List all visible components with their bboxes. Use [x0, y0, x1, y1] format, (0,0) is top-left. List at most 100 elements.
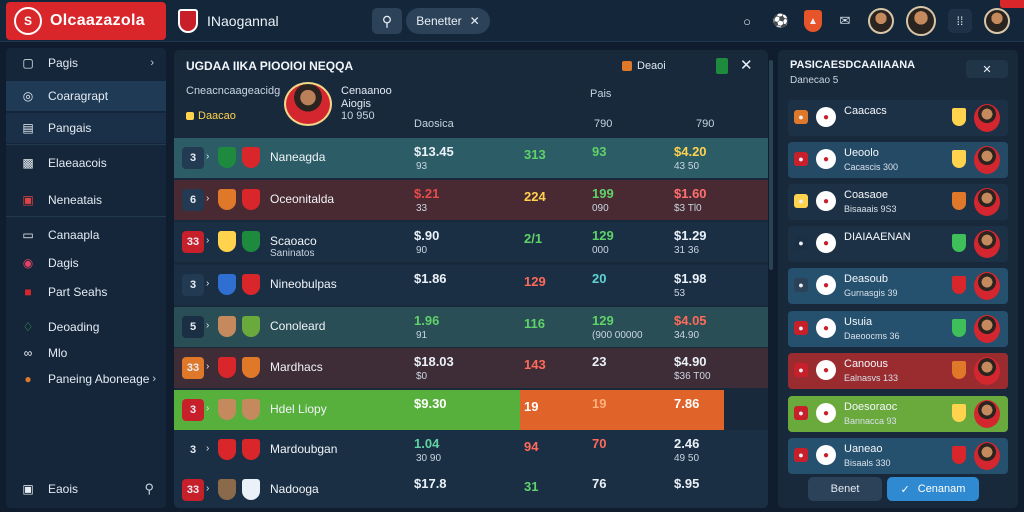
sidebar-footer[interactable]: ▣ Eaois ⚲: [6, 474, 166, 504]
fixture-card[interactable]: ● ● DIAIAAENAN: [788, 226, 1008, 262]
team-shield-icon: [242, 189, 260, 210]
cancel-button-label: Benet: [830, 483, 860, 495]
monitor-icon: ▭: [22, 228, 34, 242]
rank-badge: 3: [182, 439, 204, 461]
flag-icon[interactable]: [716, 58, 728, 74]
club-logo-icon: ●: [816, 275, 836, 295]
player-avatar[interactable]: [974, 230, 1000, 258]
sidebar-item-pangais[interactable]: ▤ Pangais: [6, 113, 166, 143]
fixture-card[interactable]: ● ● Deasoub Gurnasgis 39: [788, 268, 1008, 304]
team-name: Scaoaco: [270, 234, 317, 248]
cancel-button[interactable]: Benet: [808, 477, 882, 501]
avatar-friend[interactable]: [868, 8, 894, 34]
search-button[interactable]: ⚲: [372, 8, 402, 34]
sidebar-item-paneing-aboneage[interactable]: ● Paneing Aboneage ›: [6, 364, 166, 394]
avatar-profile[interactable]: [984, 8, 1010, 34]
fixture-card[interactable]: ● ● Uaneao Bisaals 330: [788, 438, 1008, 474]
sidebar-item-coaragrapt[interactable]: ◎ Coaragrapt: [6, 81, 166, 111]
player-avatar[interactable]: [974, 146, 1000, 174]
close-icon: ✕: [982, 63, 992, 76]
sidebar-item-deoading[interactable]: ♢ Deoading: [6, 312, 166, 342]
fixture-icon: ●: [794, 152, 808, 166]
table-row[interactable]: 3 › Naneagda $13.45 93 313 93 $4.20 43 5…: [174, 138, 768, 178]
team-shield-icon[interactable]: ▲: [804, 10, 822, 32]
chevron-right-icon: ›: [206, 151, 210, 162]
sidebar-item-canaapla[interactable]: ▭ Canaapla: [6, 220, 166, 250]
panel-chip[interactable]: Deaoi: [622, 60, 666, 72]
sidebar-item-label: Mlo: [48, 346, 68, 360]
chat-icon[interactable]: ✉: [839, 13, 851, 28]
player-avatar[interactable]: [974, 104, 1000, 132]
sidebar-item-label: Dagis: [48, 256, 79, 270]
table-row[interactable]: 33 › Mardhacs $18.03 $0 143 23 $4.90 $36…: [174, 348, 768, 388]
team-shield-icon: [218, 231, 236, 252]
avatar-user[interactable]: [906, 6, 936, 36]
trophy-icon: ♢: [22, 320, 34, 334]
team-shield-icon: [952, 192, 966, 210]
sidebar-item-label: Part Seahs: [48, 285, 108, 299]
fixture-card[interactable]: ● ● Canoous Ealnasvs 133: [788, 353, 1008, 389]
sidebar-item-mlo[interactable]: ∞ Mlo: [6, 338, 166, 368]
team-shield-icon: [952, 361, 966, 379]
menu-button[interactable]: ⁞⁞: [948, 9, 972, 33]
sidebar-item-neneatais[interactable]: ▣ Neneatais: [6, 185, 166, 215]
featured-player-avatar[interactable]: [284, 82, 332, 126]
fixture-icon: ●: [794, 321, 808, 335]
table-row[interactable]: 33 › Nadooga $17.8 31 76 $.95: [174, 470, 768, 508]
sidebar-item-label: Elaeaacois: [48, 156, 107, 170]
tag-dot-icon: [186, 112, 194, 120]
table-row[interactable]: 5 › Conoleard 1.96 91 116 129 (900 00000…: [174, 307, 768, 347]
value-3: 70: [592, 436, 607, 451]
sidebar: ▢ Pagis › ◎ Coaragrapt ▤ Pangais ▩ Elaea…: [6, 48, 166, 508]
value-1: $18.03: [414, 354, 454, 369]
table-row[interactable]: 6 › Oceonitalda $.21 33 224 199 090 $1.6…: [174, 180, 768, 220]
player-avatar[interactable]: [974, 272, 1000, 300]
fixture-card[interactable]: ● ● Caacacs: [788, 100, 1008, 136]
player-avatar[interactable]: [974, 357, 1000, 385]
close-icon[interactable]: ✕: [740, 57, 753, 74]
sidebar-item-label: Deoading: [48, 320, 100, 334]
fixture-name: Doesoraoc: [844, 401, 898, 413]
fixtures-close-button[interactable]: ✕: [966, 60, 1008, 78]
search-icon[interactable]: ⚲: [144, 481, 154, 496]
chevron-right-icon: ›: [206, 193, 210, 204]
fixture-name: Usuia: [844, 316, 873, 328]
player-avatar[interactable]: [974, 400, 1000, 428]
target-icon: ◉: [22, 256, 34, 270]
sidebar-item-pagis[interactable]: ▢ Pagis ›: [6, 48, 166, 78]
player-avatar[interactable]: [974, 442, 1000, 470]
fixture-card[interactable]: ● ● Doesoraoc Bannacca 93: [788, 396, 1008, 432]
brand-name: Olcaazazola: [50, 12, 145, 29]
scrollbar[interactable]: [769, 60, 773, 270]
sidebar-item-part-seahs[interactable]: ■ Part Seahs: [6, 277, 166, 307]
club-logo-icon: ●: [816, 107, 836, 127]
table-row[interactable]: 3 › Mardoubgan 1.04 30 90 94 70 2.46 49 …: [174, 430, 768, 470]
sidebar-item-dagis[interactable]: ◉ Dagis: [6, 248, 166, 278]
player-avatar[interactable]: [974, 188, 1000, 216]
filter-chip[interactable]: Benetter ✕: [406, 8, 490, 34]
fixture-card[interactable]: ● ● Usuia Daeoocms 36: [788, 311, 1008, 347]
table-row[interactable]: 3 › Nineobulpas $1.86 129 20 $1.98 53: [174, 265, 768, 305]
brand-logo[interactable]: S Olcaazazola: [6, 2, 166, 40]
value-4: $4.90: [674, 354, 707, 369]
confirm-button[interactable]: ✓ Cenanam: [887, 477, 979, 501]
table-row[interactable]: 33 › Scaoaco Saninatos $.90 90 2/1 129 0…: [174, 222, 768, 262]
team-shield-icon: [952, 319, 966, 337]
book-icon: ▤: [22, 121, 34, 135]
team-shield-icon: [952, 234, 966, 252]
ball-icon[interactable]: ⚽: [772, 13, 790, 28]
notification-badge[interactable]: [1000, 0, 1024, 8]
table-row[interactable]: 3 › Hdel Liopy $9.30 19 19 7.86: [174, 390, 724, 430]
sidebar-item-elaeaacois[interactable]: ▩ Elaeaacois: [6, 148, 166, 178]
fixture-name: Coasaoe: [844, 189, 889, 201]
top-bar: S Olcaazazola INaogannal ⚲ Benetter ✕ ○ …: [0, 0, 1024, 42]
rank-badge: 33: [182, 479, 204, 501]
player-avatar[interactable]: [974, 315, 1000, 343]
filter-close-icon[interactable]: ✕: [469, 14, 480, 28]
fixture-card[interactable]: ● ● Ueoolo Cacascis 300: [788, 142, 1008, 178]
status-circle-icon[interactable]: ○: [743, 13, 751, 29]
rank-badge: 6: [182, 189, 204, 211]
chevron-right-icon: ›: [206, 483, 210, 494]
fixture-card[interactable]: ● ● Coasaoe Bisaaais 9S3: [788, 184, 1008, 220]
sidebar-item-label: Coaragrapt: [48, 89, 109, 103]
